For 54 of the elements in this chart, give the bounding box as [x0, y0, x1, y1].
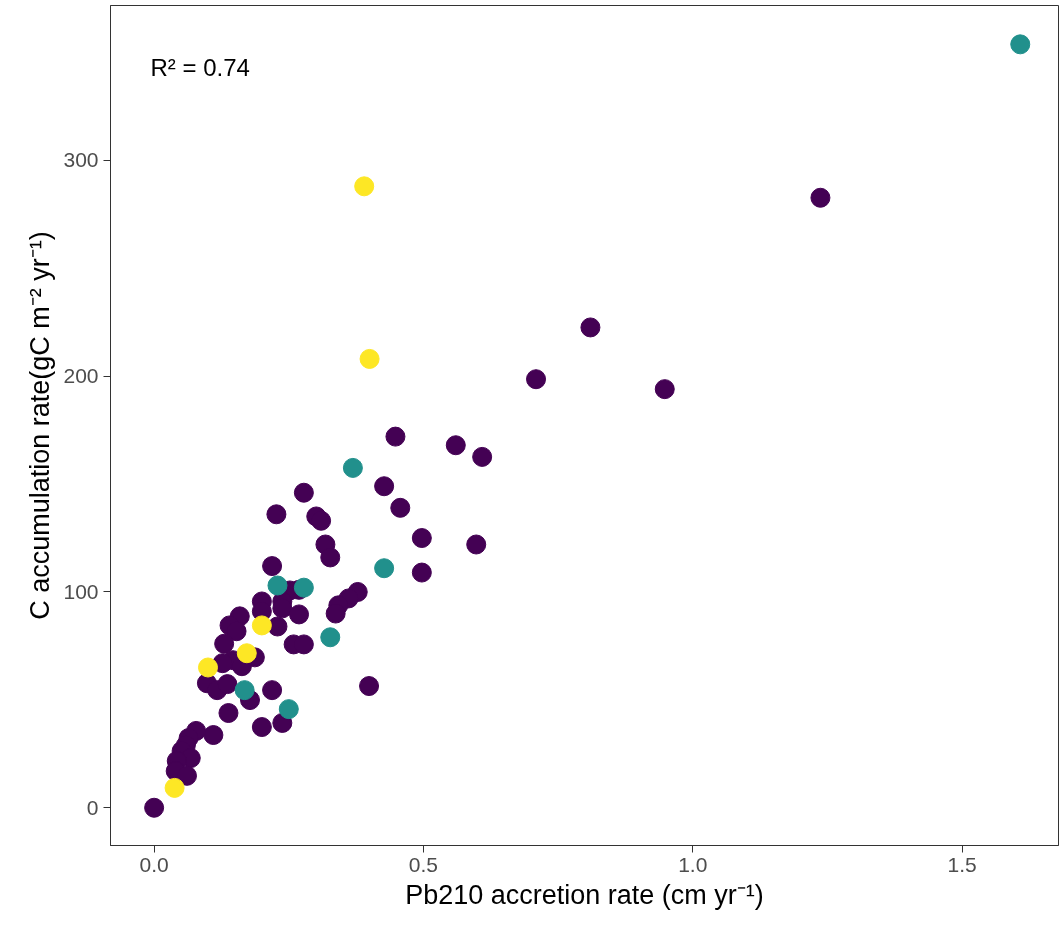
point — [226, 621, 247, 642]
x-tick-label: 0.5 — [408, 852, 439, 876]
point — [293, 482, 314, 503]
point — [278, 699, 299, 720]
point — [445, 435, 466, 456]
point — [197, 657, 218, 678]
annotation: R² = 0.74 — [150, 53, 250, 81]
point — [810, 187, 831, 208]
y-tick-label: 0 — [86, 795, 99, 819]
point — [176, 765, 197, 786]
x-tick-label: 1.0 — [678, 852, 708, 876]
point — [359, 676, 380, 697]
y-tick-label: 100 — [63, 579, 99, 603]
point — [359, 348, 380, 369]
y-axis-title: C accumulation rate(gC m⁻² yr⁻¹) — [25, 231, 56, 620]
point — [214, 633, 235, 654]
point — [320, 547, 341, 568]
point — [1010, 34, 1031, 55]
point — [217, 674, 238, 695]
point — [325, 603, 346, 624]
point — [289, 604, 310, 625]
point — [164, 777, 185, 798]
point — [203, 725, 224, 746]
point — [266, 504, 287, 525]
point — [354, 176, 375, 197]
point — [472, 446, 493, 467]
y-tick-label: 200 — [63, 364, 99, 388]
point — [251, 615, 272, 636]
point — [654, 379, 675, 400]
point — [218, 703, 239, 723]
point — [236, 643, 257, 664]
point — [390, 497, 411, 518]
point — [251, 717, 272, 738]
point — [234, 680, 255, 701]
x-tick-label: 1.5 — [947, 852, 977, 876]
point — [374, 558, 395, 579]
point — [262, 680, 283, 701]
point — [311, 510, 332, 531]
x-tick-label: 0.0 — [139, 852, 169, 876]
point — [144, 797, 165, 818]
point — [320, 627, 341, 648]
point — [342, 457, 363, 478]
point — [267, 575, 288, 596]
point — [293, 577, 314, 598]
point — [411, 562, 432, 583]
x-axis-title: Pb210 accretion rate (cm yr⁻¹) — [405, 879, 764, 910]
point — [526, 369, 547, 390]
point — [411, 528, 432, 549]
point — [580, 317, 601, 338]
point — [262, 556, 283, 577]
point — [374, 476, 395, 497]
y-tick-label: 300 — [63, 148, 99, 172]
point — [466, 534, 487, 555]
point — [385, 426, 406, 447]
